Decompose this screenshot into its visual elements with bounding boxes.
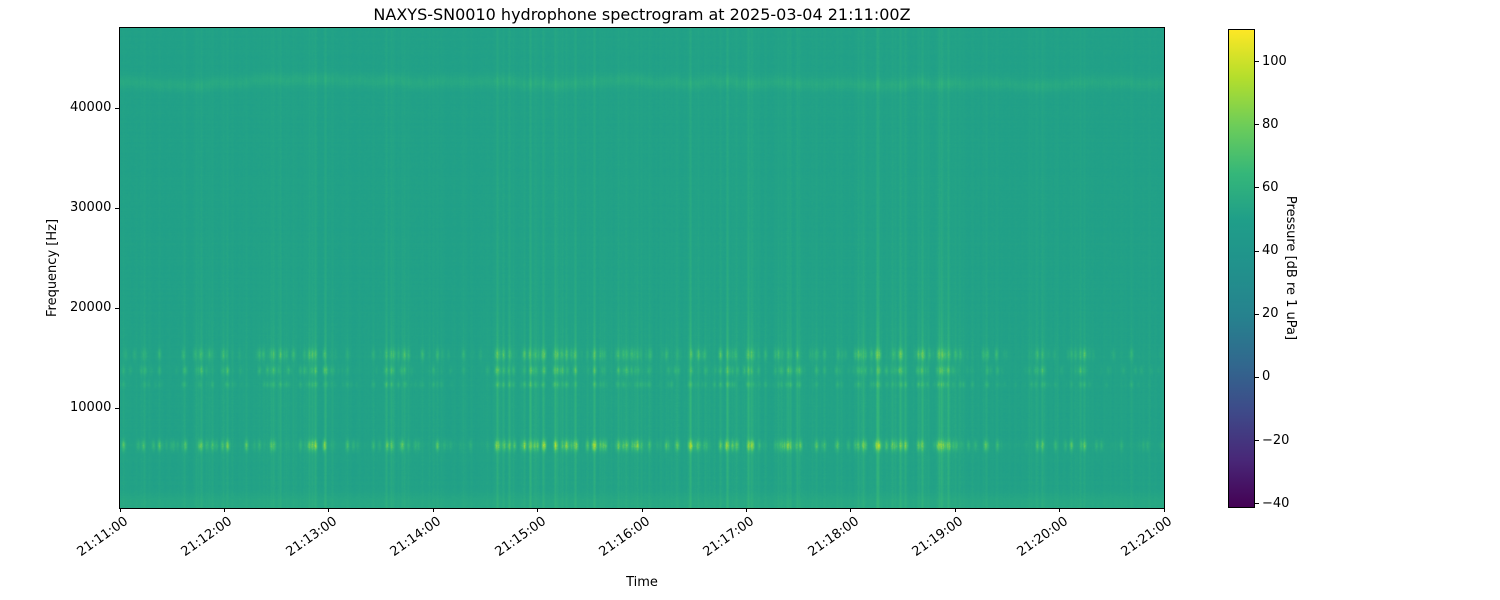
y-tick-label: 40000 (70, 100, 112, 115)
y-tick-mark (115, 307, 119, 309)
x-tick-label: 21:18:00 (805, 514, 862, 560)
x-tick-mark (328, 508, 330, 512)
x-tick-label: 21:12:00 (178, 514, 236, 560)
x-tick-mark (641, 508, 643, 512)
x-tick-mark (537, 508, 539, 512)
colorbar-tick-mark (1255, 440, 1259, 442)
x-tick-mark (432, 508, 434, 512)
x-tick-mark (850, 508, 852, 512)
x-tick-label: 21:17:00 (700, 514, 758, 560)
x-tick-label: 21:16:00 (596, 514, 653, 560)
colorbar-tick-mark (1255, 503, 1259, 505)
y-tick-mark (115, 207, 119, 209)
colorbar-tick-label: −40 (1262, 495, 1290, 511)
figure-title: NAXYS-SN0010 hydrophone spectrogram at 2… (373, 5, 911, 24)
colorbar-label: Pressure [dB re 1 uPa] (1283, 195, 1298, 341)
y-tick-label: 20000 (70, 300, 112, 315)
x-tick-mark (223, 508, 225, 512)
x-tick-mark (1163, 508, 1165, 512)
x-tick-mark (745, 508, 747, 512)
spectrogram-heatmap (120, 28, 1164, 508)
x-tick-mark (1059, 508, 1061, 512)
colorbar-tick-mark (1255, 61, 1259, 63)
x-tick-label: 21:14:00 (387, 514, 445, 560)
x-tick-label: 21:11:00 (74, 514, 131, 560)
y-axis-label: Frequency [Hz] (45, 218, 60, 318)
colorbar-tick-label: 0 (1262, 369, 1271, 385)
colorbar-tick-label: 40 (1262, 243, 1279, 259)
colorbar-gradient (1228, 29, 1255, 508)
x-tick-label: 21:15:00 (492, 514, 549, 560)
x-tick-label: 21:13:00 (283, 514, 340, 560)
y-tick-label: 30000 (70, 200, 112, 215)
colorbar-tick-label: 20 (1262, 306, 1279, 322)
colorbar-tick-label: 100 (1262, 53, 1287, 69)
colorbar-tick-mark (1255, 376, 1259, 378)
y-tick-mark (115, 407, 119, 409)
y-tick-mark (115, 107, 119, 109)
x-axis-label: Time (626, 575, 658, 590)
colorbar-tick-mark (1255, 313, 1259, 315)
y-tick-label: 10000 (70, 400, 112, 415)
x-tick-label: 21:19:00 (909, 514, 967, 560)
colorbar-tick-label: 80 (1262, 116, 1279, 132)
x-tick-label: 21:21:00 (1118, 514, 1175, 560)
plot-axes (119, 27, 1165, 509)
x-tick-mark (954, 508, 956, 512)
x-tick-mark (119, 508, 121, 512)
colorbar-tick-label: 60 (1262, 179, 1279, 195)
x-tick-label: 21:20:00 (1014, 514, 1071, 560)
colorbar-tick-mark (1255, 250, 1259, 252)
colorbar-tick-label: −20 (1262, 432, 1290, 448)
colorbar-tick-mark (1255, 124, 1259, 126)
colorbar-tick-mark (1255, 187, 1259, 189)
